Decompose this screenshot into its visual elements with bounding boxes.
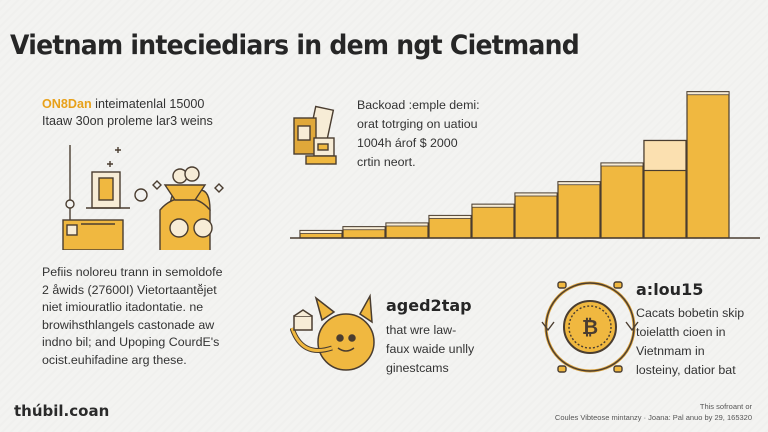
cat-coin-mascot-icon xyxy=(290,293,375,371)
svg-text:₿: ₿ xyxy=(582,315,598,339)
feature-line: faux waide unlly xyxy=(386,342,475,356)
chart-bar xyxy=(471,203,515,239)
description-text-block: Backoad :emple demi: orat totrging on ua… xyxy=(357,96,507,172)
feature-line: Cacats bobetin skip xyxy=(636,306,745,320)
feature-block-right: a:lou15 Cacats bobetin skip toielatth ci… xyxy=(636,280,766,380)
body-line: 2 åwids (27600I) Vietortaantê̈jet xyxy=(42,282,217,297)
body-line: niet imiouratlio itadontatie. ne xyxy=(42,300,204,315)
chart-bars xyxy=(299,91,730,239)
description-line: Backoad :emple demi: xyxy=(357,98,480,112)
footer-brand-link[interactable]: thúbil.coan xyxy=(14,402,110,420)
growth-bar-chart xyxy=(290,91,760,239)
feature-heading: aged2tap xyxy=(386,296,472,315)
body-line: ocist.euhifadine arg these. xyxy=(42,352,187,367)
intro-line-1: ON8Dan inteimatenlal 15000 xyxy=(42,97,205,111)
documents-icon xyxy=(293,105,337,165)
description-line: orat totrging on uatiou xyxy=(357,117,478,131)
feature-line: Vietnmam in xyxy=(636,344,705,358)
chart-bar xyxy=(514,192,558,239)
body-text-block: Pefiis noloreu trann in semoldofe 2 åwid… xyxy=(42,264,262,370)
footer-note: This sofroant or Coules Vibteose mintanz… xyxy=(555,401,752,423)
chart-bar xyxy=(686,91,730,239)
intro-text-block: ON8Dan inteimatenlal 15000 Itaaw 30on pr… xyxy=(42,96,262,130)
feature-line: toielatth cioen in xyxy=(636,325,726,339)
chart-bar xyxy=(600,162,644,239)
feature-heading: a:lou15 xyxy=(636,280,704,299)
description-line: crtin neort. xyxy=(357,155,416,169)
office-and-mascots-icon xyxy=(62,145,224,250)
intro-line-2: Itaaw 30on proleme lar3 weins xyxy=(42,114,213,128)
intro-accent: ON8Dan xyxy=(42,97,92,111)
body-line: browihsthlangels castonade aw xyxy=(42,317,215,332)
feature-line: ginestcams xyxy=(386,361,449,375)
footer-note-line: This sofroant or xyxy=(699,402,752,411)
footer-note-line: Coules Vibteose mintanzy · Joana: Pal an… xyxy=(554,413,752,422)
feature-line: that wre law- xyxy=(386,323,457,337)
description-line: 1004h árof $ 2000 xyxy=(357,136,458,150)
body-line: indno bil; and Upoping CourdE's xyxy=(42,335,220,350)
chart-bar xyxy=(557,181,601,239)
feature-block-middle: aged2tap that wre law- faux waide unlly … xyxy=(386,296,506,378)
page-title: Vietnam inteciediars in dem ngt Cietmand xyxy=(10,30,580,61)
body-line: Pefiis noloreu trann in semoldofe xyxy=(42,265,223,279)
chart-bar-highlight xyxy=(643,139,687,172)
bitcoin-coin-icon: ₿ xyxy=(541,281,639,373)
feature-line: losteiny, datior bat xyxy=(636,363,736,377)
